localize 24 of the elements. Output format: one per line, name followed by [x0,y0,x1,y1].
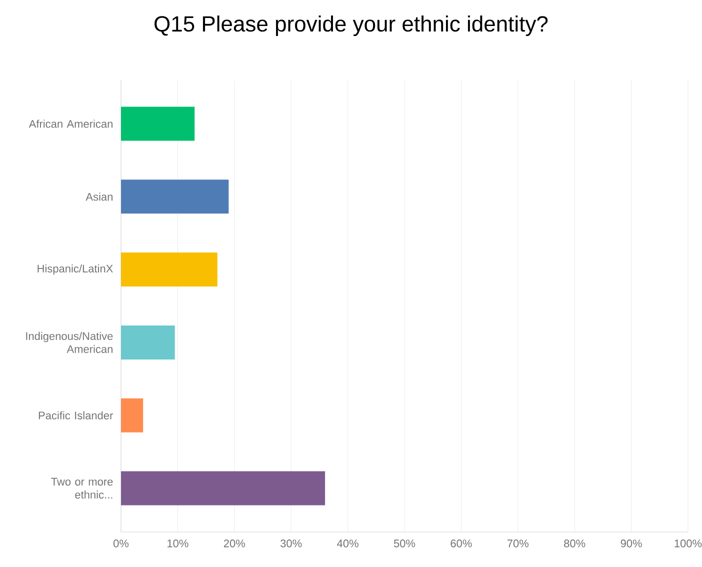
x-tick-label: 70% [507,540,528,548]
bar [121,398,144,432]
x-tick-label: 80% [564,540,586,548]
chart-title: Q15 Please provide your ethnic identity? [154,16,548,36]
x-tick-label: 50% [394,540,416,548]
x-tick-label: 20% [224,540,246,548]
y-tick-label: Two or more ethnic... [51,478,113,499]
y-tick-label: Hispanic/LatinX [38,264,113,275]
x-tick-label: 60% [450,540,472,548]
x-tick-label: 10% [168,540,188,548]
bar [121,106,195,141]
x-tick-label: 90% [620,540,642,548]
bar [121,252,218,287]
x-tick-label: 0% [113,540,129,548]
bar [121,325,175,360]
x-tick-label: 30% [280,540,302,548]
bar [121,180,229,214]
x-tick-label: 40% [337,540,358,548]
bar [121,471,326,506]
x-tick-label: 100% [674,540,702,548]
y-tick-label: Pacific Islander [38,411,114,420]
y-tick-label: African American [28,120,112,128]
y-tick-label: Asian [86,192,112,201]
y-tick-label: Indigenous/Native American [26,332,113,353]
